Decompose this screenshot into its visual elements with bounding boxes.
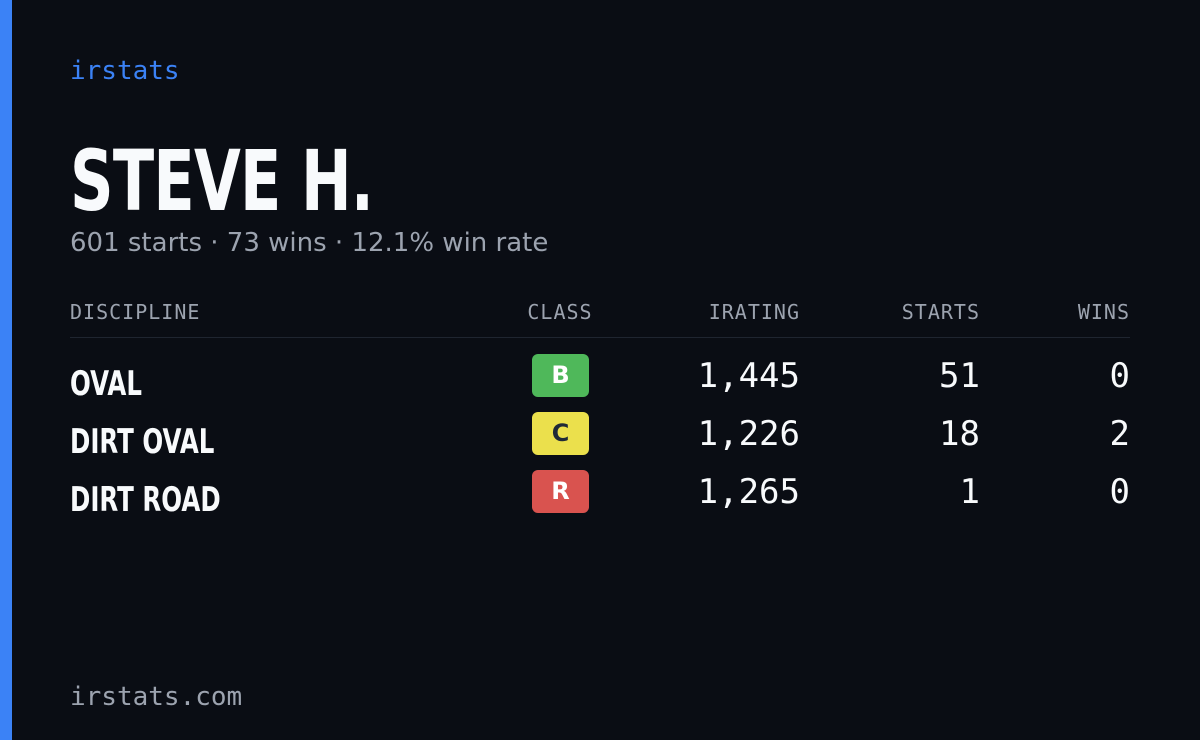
class-badge: C <box>532 412 589 455</box>
summary: 601 starts · 73 wins · 12.1% win rate <box>70 228 549 258</box>
discipline: DIRT ROAD <box>70 480 221 520</box>
driver-name: STEVE H. <box>70 132 374 230</box>
wins-value: 0 <box>1109 356 1130 396</box>
wins-value: 0 <box>1109 472 1130 512</box>
irating-value: 1,226 <box>697 414 800 454</box>
column-header: DISCIPLINE <box>70 300 201 324</box>
footer: irstats.com <box>70 682 243 712</box>
column-header: CLASS <box>527 300 593 324</box>
class-badge: R <box>532 470 589 513</box>
column-header: WINS <box>1077 300 1130 324</box>
class-badge: B <box>532 354 589 397</box>
column-header: STARTS <box>901 300 980 324</box>
accent-bar <box>0 0 12 740</box>
brand: irstats <box>70 56 180 86</box>
irating-value: 1,265 <box>697 472 800 512</box>
discipline: DIRT OVAL <box>70 422 215 462</box>
discipline: OVAL <box>70 364 142 404</box>
wins-value: 2 <box>1109 414 1130 454</box>
irating-value: 1,445 <box>697 356 800 396</box>
column-header: IRATING <box>708 300 800 324</box>
starts-value: 51 <box>939 356 980 396</box>
starts-value: 18 <box>939 414 980 454</box>
starts-value: 1 <box>959 472 980 512</box>
divider <box>70 337 1130 338</box>
